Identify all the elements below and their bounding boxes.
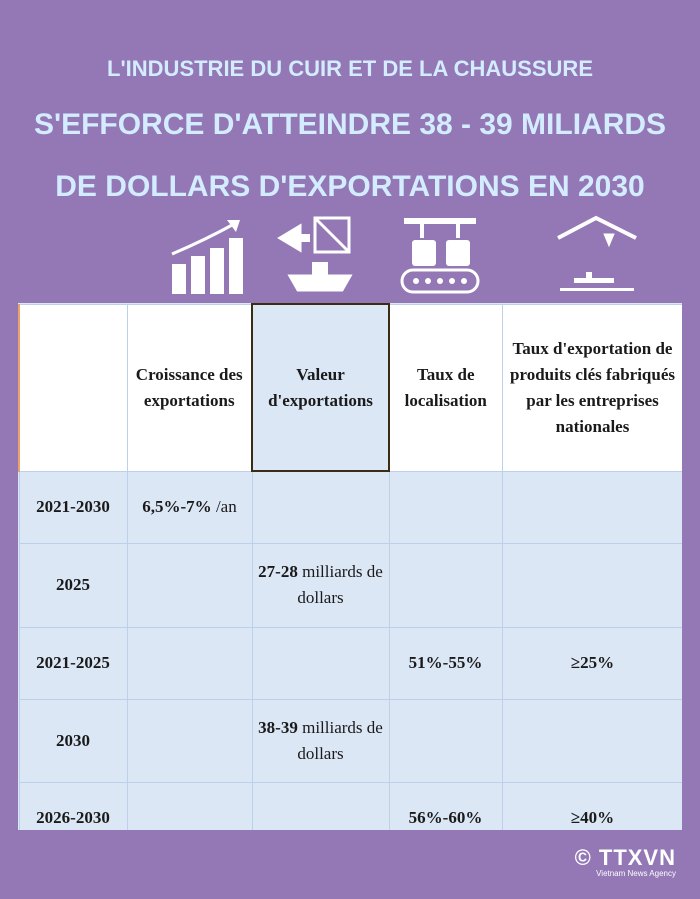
table-row: 2026-2030 56%-60% ≥40%: [18, 781, 682, 830]
table-row: 2025 27-28 milliards de dollars: [18, 542, 682, 628]
copyright: © TTXVN Vietnam News Agency: [575, 845, 676, 878]
empty-cell: [388, 542, 503, 628]
empty-cell: [126, 626, 253, 700]
value-cell: 56%-60%: [388, 781, 503, 830]
empty-cell: [126, 781, 253, 830]
title-line: S'EFFORCE D'ATTEINDRE 38 - 39 MILIARDS: [33, 108, 667, 141]
empty-cell: [501, 542, 682, 628]
empty-cell: [388, 698, 503, 783]
corner-cell: [18, 303, 128, 472]
period-cell: 2025: [18, 542, 128, 628]
value-cell: ≥25%: [501, 626, 682, 700]
value-text: milliards de dollars: [297, 717, 383, 763]
value-strong: 6,5%-7%: [142, 497, 212, 516]
period-cell: 2021-2030: [18, 470, 128, 544]
empty-cell: [501, 698, 682, 783]
empty-cell: [251, 470, 390, 544]
value-text: milliards de dollars: [297, 562, 383, 607]
ship-icon: [277, 216, 353, 292]
value-strong: 38-39: [258, 717, 298, 737]
value-cell: 51%-55%: [388, 626, 503, 700]
growth-icon: [171, 220, 243, 294]
table-row: 2030 38-39 milliards de dollars: [18, 698, 682, 783]
empty-cell: [126, 698, 253, 783]
table-container: Croissance des exportations Valeur d'expo…: [18, 303, 682, 830]
value-cell: 27-28 milliards de dollars: [251, 542, 390, 628]
table: Croissance des exportations Valeur d'expo…: [18, 303, 682, 830]
factory-icon: [400, 218, 480, 294]
warehouse-icon: [557, 215, 637, 291]
icons: [171, 215, 637, 294]
column-header: Taux de localisation: [388, 303, 503, 472]
empty-cell: [251, 626, 390, 700]
period-cell: 2030: [18, 698, 128, 783]
column-header: Croissance des exportations: [126, 303, 253, 472]
title-line: L'INDUSTRIE DU CUIR ET DE LA CHAUSSURE: [107, 56, 593, 81]
table-row: 2021-2030 6,5%-7% /an: [18, 470, 682, 544]
copyright-text: © TTXVN: [574, 845, 676, 870]
value-cell: ≥40%: [501, 781, 682, 830]
column-header: Valeur d'exportations: [251, 303, 390, 472]
agency-text: Vietnam News Agency: [596, 869, 676, 878]
empty-cell: [126, 542, 253, 628]
column-header: Taux d'exportation de produits clés fabr…: [501, 303, 682, 472]
empty-cell: [501, 470, 682, 544]
period-cell: 2021-2025: [18, 626, 128, 700]
value-cell: 38-39 milliards de dollars: [251, 698, 390, 783]
empty-cell: [251, 781, 390, 830]
value-strong: 27-28: [258, 562, 298, 581]
table-row: 2021-2025 51%-55% ≥25%: [18, 626, 682, 700]
header-row: Croissance des exportations Valeur d'expo…: [18, 303, 682, 472]
title-line: DE DOLLARS D'EXPORTATIONS EN 2030: [55, 170, 645, 203]
value-text: /an: [215, 497, 237, 516]
empty-cell: [388, 470, 503, 544]
value-cell: 6,5%-7% /an: [126, 470, 253, 544]
period-cell: 2026-2030: [18, 781, 128, 830]
